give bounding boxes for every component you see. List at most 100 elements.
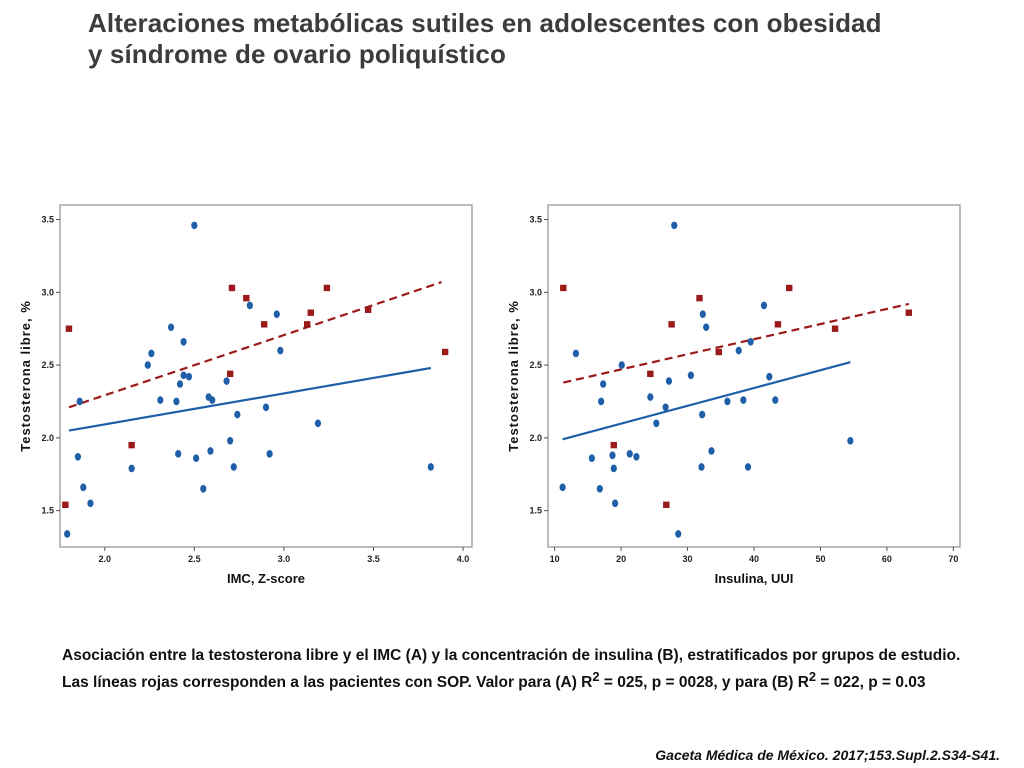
chart-b-xtick-label: 40 (749, 554, 759, 564)
chart-b-point-sop (647, 370, 654, 378)
chart-a-xtick-label: 2.0 (99, 554, 112, 564)
chart-a-point-sop (226, 370, 234, 378)
chart-a-point-sin-sop (191, 221, 198, 230)
chart-b-point-sin-sop (662, 403, 669, 412)
chart-a-point-sin-sop (180, 338, 187, 346)
chart-b-point-sop (668, 321, 675, 328)
chart-a-point-sin-sop (227, 436, 234, 445)
chart-a-xtick-label: 4.0 (457, 554, 470, 564)
chart-b-fit-line-sin-sop (562, 361, 851, 441)
chart-b-plot-frame (547, 204, 961, 548)
chart-a-point-sin-sop (180, 371, 187, 380)
chart-b-xtick-label: 70 (948, 554, 958, 564)
chart-b-point-sin-sop (671, 221, 678, 230)
chart-a-point-sin-sop (193, 454, 200, 463)
chart-b-insulina-scatter: 1.5 2.0 2.5 3.0 3.5 10 20 30 40 50 60 70 Insulina, U… (508, 204, 961, 586)
chart-a-point-sop (62, 501, 69, 508)
chart-b-x-axis-label: Insulina, UUI (715, 571, 794, 586)
chart-b-point-sin-sop (766, 372, 773, 381)
citation: Gaceta Médica de México. 2017;153.Supl.2… (655, 747, 1000, 763)
chart-a-point-sop (65, 325, 73, 332)
figure-caption: Asociación entre la testosterona libre y… (62, 645, 972, 693)
chart-b-point-sin-sop (747, 338, 754, 346)
chart-a-ytick-label: 2.5 (41, 360, 54, 370)
chart-b-point-sin-sop (698, 463, 705, 471)
chart-b-point-sop (560, 284, 567, 292)
chart-b-point-sin-sop (653, 419, 660, 428)
chart-b-xtick-label: 20 (616, 554, 626, 564)
chart-a-point-sin-sop (266, 450, 273, 458)
chart-a-point-sop (307, 309, 314, 316)
chart-b-ytick-label: 2.0 (529, 433, 542, 443)
chart-a-point-sin-sop (230, 463, 237, 471)
chart-b-point-sin-sop (609, 451, 616, 460)
chart-a-point-sin-sop (209, 396, 216, 404)
chart-b-point-sin-sop (598, 397, 605, 406)
chart-b-point-sin-sop (633, 452, 640, 461)
caption-text-mid: = 025, p = 0028, y para (B) R (599, 674, 809, 692)
chart-b-point-sin-sop (588, 454, 595, 463)
slide-title: Alteraciones metabólicas sutiles en adol… (88, 8, 988, 70)
chart-b-point-sin-sop (665, 377, 673, 385)
chart-a-point-sin-sop (277, 346, 284, 355)
title-line-2: y síndrome de ovario poliquístico (88, 39, 506, 69)
chart-a-point-sin-sop (246, 301, 253, 310)
chart-a-point-sin-sop (223, 377, 230, 385)
chart-a-imc-scatter: 1.5 2.0 2.5 3.0 3.5 2.0 2.5 3.0 3.5 4.0 IMC, Z-sco… (20, 204, 473, 586)
chart-b-point-sop (696, 294, 703, 302)
chart-b-y-axis-label: Testosterona libre, % (508, 300, 521, 452)
chart-a-plot-frame (59, 204, 473, 548)
chart-a-point-sop (243, 294, 250, 302)
chart-b-point-sop (774, 321, 782, 328)
chart-a-x-axis-label: IMC, Z-score (227, 571, 305, 586)
chart-b-point-sin-sop (600, 380, 607, 388)
chart-b-point-sin-sop (699, 310, 706, 318)
chart-b-point-sin-sop (612, 499, 619, 508)
chart-b-xtick-label: 50 (815, 554, 825, 564)
chart-b-point-sin-sop (687, 371, 694, 380)
chart-a-point-sin-sop (76, 397, 83, 406)
chart-b-xtick-label: 60 (882, 554, 892, 564)
chart-a-point-sin-sop (128, 464, 135, 473)
chart-a-point-sin-sop (157, 396, 164, 404)
chart-b-point-sin-sop (626, 450, 633, 458)
chart-a-point-sop (364, 306, 372, 313)
chart-a-point-sop (228, 284, 236, 292)
chart-b-point-sin-sop (744, 463, 752, 471)
chart-a-point-sin-sop (200, 484, 207, 493)
chart-a-fit-line-sop (68, 281, 442, 409)
chart-a-point-sin-sop (74, 452, 82, 461)
chart-a-point-sop (323, 284, 331, 292)
caption-superscript-a: 2 (592, 669, 600, 684)
chart-a-point-sin-sop (427, 463, 434, 471)
title-line-1: Alteraciones metabólicas sutiles en adol… (88, 8, 882, 38)
chart-b-point-sin-sop (760, 301, 768, 310)
chart-b-ytick-label: 2.5 (529, 360, 542, 370)
chart-a-point-sin-sop (176, 380, 184, 388)
chart-a-point-sin-sop (167, 323, 175, 332)
chart-a-ytick-label: 2.0 (41, 433, 54, 443)
chart-a-point-sin-sop (175, 450, 182, 458)
chart-b-point-sop (715, 348, 722, 356)
chart-a-xtick-label: 3.5 (367, 554, 380, 564)
chart-a-y-axis-label: Testosterona libre, % (20, 300, 33, 452)
chart-b-ytick-label: 3.5 (529, 215, 542, 225)
chart-b-point-sop (663, 501, 670, 508)
caption-superscript-b: 2 (808, 669, 817, 684)
chart-a-point-sop (441, 348, 449, 356)
chart-b-point-sop (786, 284, 793, 292)
chart-b-point-sin-sop (740, 396, 747, 404)
chart-a-point-sin-sop (234, 410, 241, 419)
chart-b-point-sop (610, 441, 617, 449)
chart-b-point-sin-sop (618, 361, 625, 369)
chart-a-point-sop (128, 441, 135, 449)
caption-text-post: = 022, p = 0.03 (816, 674, 926, 692)
chart-b-point-sin-sop (572, 349, 580, 358)
chart-b-xtick-label: 30 (683, 554, 693, 564)
chart-b-point-sin-sop (708, 447, 715, 455)
chart-a-point-sin-sop (314, 419, 322, 428)
chart-a-point-sin-sop (64, 530, 71, 538)
chart-b-ytick-label: 3.0 (529, 287, 542, 297)
chart-b-fit-line-sop (563, 302, 910, 384)
chart-a-xtick-label: 2.5 (188, 554, 201, 564)
